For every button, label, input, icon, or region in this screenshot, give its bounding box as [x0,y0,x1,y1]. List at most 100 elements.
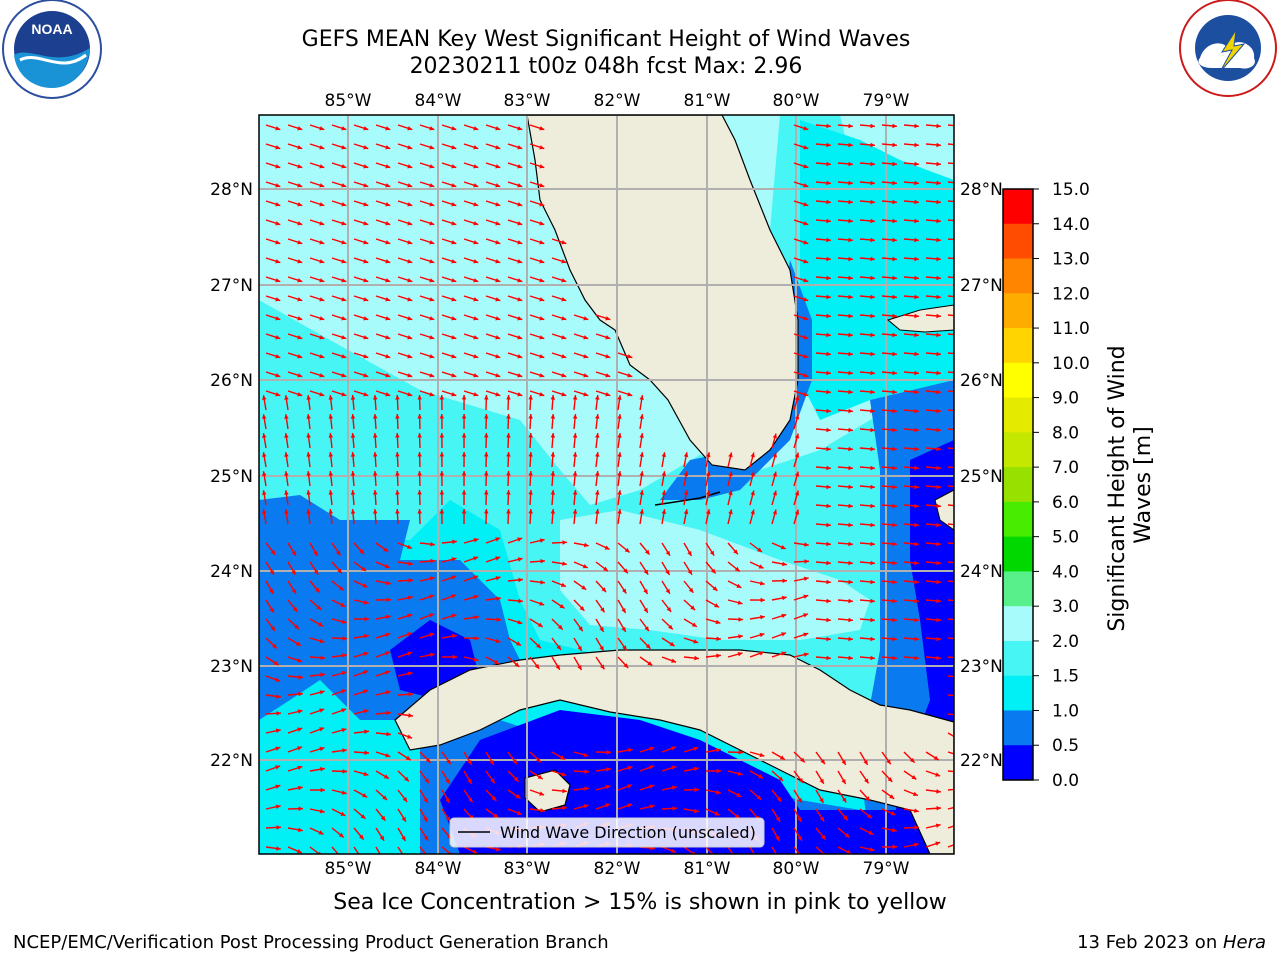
wind-wave-arrowhead [269,589,274,594]
lat-label: 27°N [960,276,1003,296]
wind-wave-arrow [947,542,954,545]
wind-wave-arrowhead [539,240,545,245]
wind-wave-arrowhead [958,694,963,699]
wind-wave-arrowhead [892,408,897,414]
wind-wave-arrowhead [407,221,413,226]
wind-wave-arrowhead [297,145,303,150]
wind-wave-arrowhead [794,414,800,420]
wind-wave-arrow [947,162,954,165]
wind-wave-arrowhead [272,643,277,649]
wind-wave-arrowhead [467,778,472,784]
wind-wave-arrowhead [599,626,604,632]
wind-wave-arrow [947,523,954,526]
wind-wave-arrowhead [892,465,897,471]
wind-wave-arrowhead [732,855,736,860]
wind-wave-arrowhead [451,316,457,321]
wind-wave-arrowhead [262,433,267,438]
wind-wave-arrowhead [328,395,334,400]
wind-wave-arrowhead [870,389,875,395]
wind-wave-arrowhead [936,351,941,357]
wind-wave-arrowhead [958,200,963,205]
wind-wave-arrowhead [687,551,692,556]
wind-wave-arrowhead [750,490,755,496]
wind-wave-arrowhead [373,490,378,495]
wind-wave-arrowhead [649,804,655,809]
wind-wave-arrowhead [803,354,809,359]
wind-wave-arrowhead [661,509,667,514]
wind-wave-arrowhead [342,636,347,641]
wind-wave-arrowhead [275,784,281,789]
wind-wave-arrowhead [826,541,831,547]
wind-wave-arrowhead [297,183,303,188]
wind-wave-arrowhead [517,145,523,150]
wind-wave-arrowhead [407,316,413,321]
wind-wave-arrowhead [617,490,622,495]
wind-wave-arrowhead [643,607,648,613]
wind-wave-arrowhead [750,509,755,515]
colorbar-tick-label: 1.5 [1052,667,1079,687]
wind-wave-arrowhead [407,632,413,637]
wind-wave-arrowhead [671,746,677,751]
wind-wave-arrowhead [363,145,369,150]
wind-wave-arrowhead [649,746,655,751]
wind-wave-arrowhead [407,734,413,739]
wind-wave-arrowhead [772,509,777,515]
wind-wave-arrowhead [306,414,311,419]
wind-wave-arrowhead [599,645,604,651]
wind-wave-arrowhead [936,465,941,471]
wind-wave-arrowhead [936,218,941,224]
wind-wave-arrowhead [473,145,479,150]
wind-wave-arrowhead [601,587,607,593]
wind-wave-arrowhead [269,607,274,613]
wind-wave-arrowhead [473,316,479,321]
wind-wave-arrowhead [297,164,303,169]
wind-wave-arrowhead [491,796,497,801]
wind-wave-arrowhead [484,490,489,495]
wind-wave-arrowhead [826,237,831,243]
wind-wave-arrowhead [517,221,523,226]
colorbar-swatch [1003,640,1033,677]
wind-wave-arrowhead [666,607,672,612]
wind-wave-arrowhead [841,779,846,784]
lon-label: 82°W [594,91,641,111]
wind-wave-arrowhead [297,727,303,732]
wind-wave-arrowhead [429,164,435,169]
wind-wave-arrowhead [275,221,281,226]
wind-wave-arrowhead [298,674,303,680]
wind-wave-arrowhead [936,275,941,281]
wind-wave-arrowhead [474,615,479,620]
wind-wave-arrowhead [506,433,511,438]
wind-wave-arrowhead [439,433,445,438]
wind-wave-arrowhead [341,708,347,713]
wind-wave-arrowhead [340,602,346,607]
wind-wave-arrowhead [579,606,585,611]
wind-wave-arrowhead [275,183,281,188]
wind-wave-arrowhead [595,490,600,495]
wind-wave-arrowhead [495,354,501,359]
wind-wave-arrowhead [359,549,365,555]
wind-wave-arrowhead [439,490,445,495]
wind-wave-arrowhead [536,757,541,763]
wind-wave-arrowhead [341,728,347,733]
wind-wave-arrowhead [512,759,517,765]
wind-wave-arrowhead [407,202,413,207]
wind-wave-arrowhead [668,624,673,630]
wind-wave-arrowhead [473,240,479,245]
wind-wave-arrowhead [803,316,809,321]
wind-wave-arrowhead [733,549,738,555]
wind-wave-arrowhead [407,613,413,618]
wind-wave-arrowhead [892,142,897,148]
wind-wave-arrowhead [506,452,511,457]
wind-wave-arrowhead [843,815,848,821]
wind-wave-arrowhead [407,183,413,188]
wind-wave-arrowhead [295,641,301,646]
wind-wave-arrowhead [826,522,831,528]
wind-wave-arrowhead [958,599,963,604]
wind-wave-arrowhead [848,389,853,395]
wind-wave-arrowhead [446,816,451,822]
colorbar-swatch [1003,258,1033,294]
wind-wave-arrowhead [407,373,413,378]
wind-wave-arrowhead [914,351,919,357]
wind-wave-arrowhead [781,632,787,637]
wind-wave-arrowhead [892,237,897,243]
